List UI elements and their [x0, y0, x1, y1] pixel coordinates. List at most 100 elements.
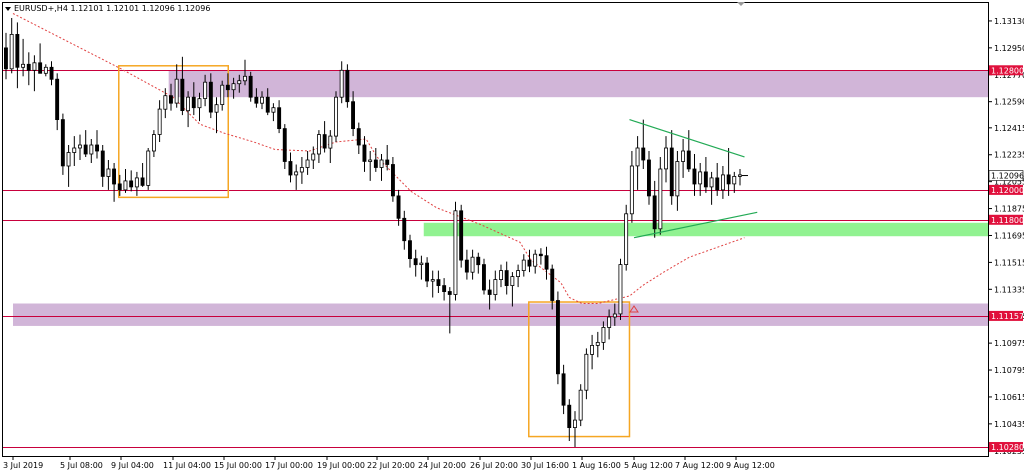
candle-body [481, 264, 486, 291]
candle [157, 100, 162, 142]
candle [311, 146, 316, 169]
candle [186, 91, 190, 128]
candle [299, 157, 304, 184]
level-price-tag-label: 1.12800 [991, 66, 1024, 75]
candle [225, 73, 230, 98]
candle-body [351, 101, 355, 129]
candle [254, 88, 259, 108]
candle [123, 169, 128, 193]
candle-body [726, 174, 731, 185]
price-tick-label: 1.10795 [994, 366, 1024, 375]
candle [703, 157, 708, 193]
candle [38, 43, 43, 74]
candle [590, 334, 594, 370]
candle [214, 97, 219, 134]
candle [738, 169, 742, 186]
boxes-layer [118, 65, 631, 438]
candle-body [721, 174, 725, 191]
candle [499, 264, 503, 288]
price-tick-label: 1.12950 [994, 44, 1024, 53]
candle-body [578, 389, 583, 421]
time-tick-label: 24 Jul 20:00 [418, 461, 466, 470]
candle [168, 83, 173, 111]
candle-body [442, 285, 447, 293]
candle-body [419, 262, 424, 266]
level-price-tag-label: 1.12000 [991, 186, 1024, 195]
candle [4, 32, 8, 80]
candle-body [271, 107, 276, 113]
level-price-tag-label: 1.10280 [991, 443, 1024, 452]
candle-body [664, 147, 668, 170]
candle [709, 171, 714, 205]
candle-body [117, 183, 122, 191]
candle [339, 61, 344, 104]
candle-body [402, 217, 407, 242]
candle-body [544, 255, 549, 270]
candle-body [21, 63, 25, 68]
candle [601, 321, 606, 350]
candle-body [709, 177, 714, 188]
candle [407, 234, 412, 268]
candle [612, 303, 617, 326]
time-axis[interactable]: 3 Jul 2019 5 Jul 08:00 9 Jul 04:00 11 Jul 0… [3, 456, 775, 470]
candle [669, 130, 674, 205]
candle-body [573, 419, 577, 429]
candle-body [60, 119, 65, 167]
candle-body [282, 128, 287, 162]
candle-body [550, 268, 555, 301]
candle-body [373, 159, 378, 168]
candle [538, 248, 543, 265]
candle-body [561, 373, 566, 406]
candle-body [425, 262, 429, 282]
price-axis[interactable]: 1.131301.129501.127701.125901.124151.122… [988, 17, 1024, 456]
candle-body [413, 258, 418, 266]
candle-body [328, 135, 333, 149]
support-zone [423, 222, 988, 237]
time-tick-label: 17 Jul 00:00 [265, 461, 313, 470]
candle [385, 145, 390, 171]
candle-body [493, 279, 498, 296]
symbol-dropdown-icon[interactable] [5, 7, 11, 11]
triangle-upper-line [629, 119, 745, 158]
candle-body [100, 150, 105, 177]
candle [698, 163, 703, 196]
triangle-layer [629, 119, 758, 239]
candle-body [459, 210, 464, 261]
candle [373, 148, 378, 172]
candle-body [669, 147, 674, 197]
candle [624, 204, 629, 271]
candle-body [305, 159, 310, 168]
header-label: EURUSD+,H4 1.12101 1.12101 1.12096 1.120… [5, 4, 210, 13]
candle [584, 348, 589, 400]
candle-body [487, 289, 492, 295]
candle [521, 254, 526, 277]
resistance-zone [168, 70, 988, 98]
candle [208, 73, 213, 119]
candle-body [334, 96, 338, 137]
moving-average-line [12, 13, 745, 304]
candle [607, 309, 612, 340]
candle-body [248, 75, 253, 98]
candle [402, 210, 407, 250]
candle [43, 64, 48, 77]
candle [567, 399, 572, 441]
candle [288, 152, 293, 183]
candle [379, 154, 384, 181]
candle-body [32, 62, 37, 71]
candle [464, 249, 469, 280]
candle-body [265, 96, 270, 113]
candle [72, 136, 77, 166]
current-price-tag-label: 1.12096 [991, 172, 1024, 181]
candle-body [732, 175, 737, 185]
candle [487, 279, 492, 310]
time-tick-label: 26 Jul 20:00 [470, 461, 518, 470]
candle [635, 136, 640, 190]
candle [413, 249, 418, 277]
level-price-tag-label: 1.11157 [991, 312, 1024, 321]
candle-body [681, 150, 685, 162]
time-tick-label: 7 Aug 12:00 [675, 461, 724, 470]
scroll-marker-icon[interactable] [737, 2, 745, 6]
candle [117, 174, 122, 196]
candle-body [345, 69, 350, 103]
